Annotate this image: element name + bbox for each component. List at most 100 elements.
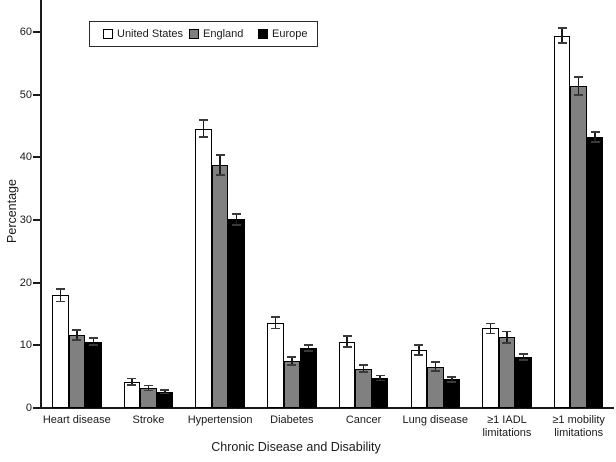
bar-united-states-1-iadl-limitations [482, 328, 499, 408]
x-category-label-line: Lung disease [402, 414, 468, 426]
error-bar-cap-top [270, 316, 280, 319]
error-bar-cap-top [215, 153, 225, 156]
y-tick-label: 20 [19, 276, 32, 289]
error-bar-cap-bottom [160, 392, 170, 395]
y-tick-mark [33, 344, 40, 347]
bar-united-states-heart-disease [52, 295, 69, 408]
bar-europe-lung-disease [443, 379, 460, 408]
error-bar-cap-bottom [414, 354, 424, 357]
error-bar-cap-bottom [88, 344, 98, 347]
error-bar-cap-top [518, 353, 528, 355]
error-bar-line [489, 323, 492, 334]
bar-england-diabetes [283, 361, 301, 408]
x-category-label-1-mobility-limitations: ≥1 mobility limitations [531, 414, 616, 440]
y-tick-label: 40 [19, 151, 32, 164]
error-bar-cap-bottom [359, 371, 369, 374]
bar-england-hypertension [211, 164, 229, 408]
legend-swatch-europe [258, 29, 268, 39]
error-bar-cap-bottom [303, 350, 313, 352]
y-tick-mark [33, 407, 40, 409]
legend-label-europe: Europe [272, 28, 308, 40]
error-bar-cap-bottom [430, 370, 440, 372]
legend: United States England Europe [89, 21, 318, 47]
error-bar-cap-top [55, 288, 65, 290]
bar-england-heart-disease [68, 334, 85, 408]
legend-label-united-states: United States [117, 28, 184, 40]
x-category-label-cancer: Cancer [316, 414, 412, 427]
legend-item-europe: Europe [258, 22, 307, 46]
bar-europe-diabetes [300, 347, 317, 408]
x-category-label-line: Diabetes [270, 414, 314, 426]
error-bar-line [451, 376, 453, 382]
error-bar-cap-bottom [287, 363, 297, 366]
error-bar-line [561, 28, 563, 44]
error-bar-cap-bottom [143, 389, 153, 392]
y-tick-label: 0 [25, 402, 32, 414]
error-bar-cap-bottom [557, 42, 567, 45]
error-bar-cap-top [287, 356, 297, 359]
error-bar-cap-top [342, 335, 352, 337]
error-bar-cap-top [143, 384, 153, 387]
error-bar-cap-top [88, 336, 98, 339]
error-bar-cap-top [199, 118, 209, 121]
error-bar-cap-bottom [375, 379, 385, 382]
error-bar-cap-top [72, 328, 82, 331]
y-tick-mark [33, 281, 40, 284]
y-tick-mark [33, 219, 40, 221]
x-category-label-1-iadl-limitations: ≥1 IADL limitations [459, 414, 555, 440]
bar-europe-heart-disease [85, 341, 102, 408]
error-bar-line [164, 389, 166, 394]
error-bar-line [434, 362, 436, 372]
error-bar-line [274, 317, 277, 329]
y-tick-mark [33, 156, 40, 159]
error-bar-cap-top [557, 27, 567, 30]
error-bar-cap-top [430, 361, 440, 364]
x-category-label-hypertension: Hypertension [172, 414, 268, 427]
error-bar-line [202, 119, 205, 138]
error-bar-cap-top [127, 377, 137, 380]
x-category-label-line: limitations [482, 427, 532, 439]
error-bar-line [307, 344, 310, 351]
error-bar-cap-bottom [270, 327, 280, 330]
bar-england-cancer [355, 368, 372, 408]
error-bar-cap-top [303, 343, 313, 346]
error-bar-line [418, 345, 420, 356]
x-category-label-line: Hypertension [187, 414, 253, 426]
x-category-label-line: limitations [554, 427, 604, 439]
y-tick-label: 60 [19, 26, 32, 38]
error-bar-line [594, 131, 596, 142]
error-bar-cap-bottom [55, 300, 65, 303]
error-bar-line [291, 357, 293, 365]
legend-item-england: England [189, 22, 243, 46]
x-category-label-stroke: Stroke [100, 414, 196, 427]
bar-england-1-iadl-limitations [498, 337, 516, 408]
x-axis-line [40, 407, 614, 409]
error-bar-line [235, 213, 238, 225]
error-bar-line [522, 354, 525, 361]
x-category-label-heart-disease: Heart disease [29, 414, 125, 427]
y-axis-line [40, 0, 42, 409]
legend-label-england: England [203, 28, 244, 40]
x-category-label-diabetes: Diabetes [244, 414, 340, 427]
y-tick-mark [33, 31, 40, 33]
error-bar-cap-bottom [590, 140, 600, 143]
legend-swatch-england [189, 29, 199, 39]
error-bar-line [577, 77, 580, 95]
legend-item-united-states: United States [103, 22, 183, 46]
error-bar-cap-top [359, 363, 369, 366]
x-category-label-line: Heart disease [42, 414, 111, 426]
bar-united-states-lung-disease [410, 350, 427, 408]
x-category-label-line: ≥1 IADL [487, 414, 527, 426]
error-bar-cap-bottom [502, 341, 512, 344]
error-bar-line [506, 331, 508, 343]
error-bar-cap-bottom [485, 332, 495, 335]
error-bar-cap-bottom [342, 346, 352, 349]
error-bar-cap-top [160, 388, 170, 391]
error-bar-cap-bottom [127, 383, 137, 386]
error-bar-cap-top [485, 322, 495, 325]
bar-united-states-hypertension [195, 128, 212, 408]
error-bar-cap-bottom [199, 136, 209, 139]
y-tick-label: 50 [19, 88, 32, 101]
